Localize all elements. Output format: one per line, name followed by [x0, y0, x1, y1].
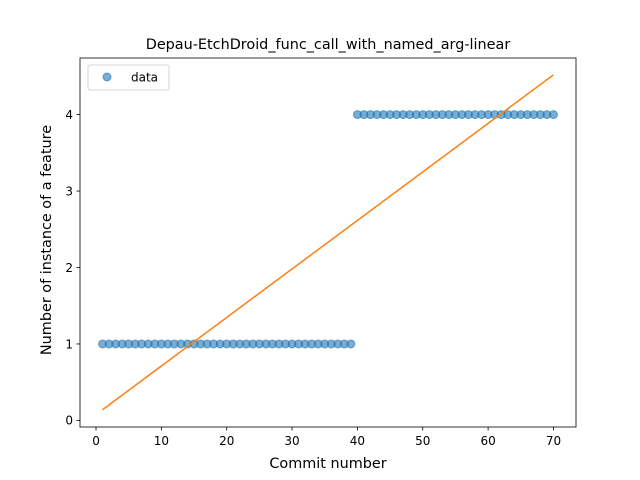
legend: data [87, 64, 170, 91]
data-point [548, 110, 558, 120]
x-tick-label: 40 [350, 434, 365, 448]
y-tick-label: 0 [65, 414, 73, 428]
fit-line [102, 74, 554, 411]
axes: 0 10 20 30 40 50 60 70 0 1 2 3 4 [65, 57, 577, 448]
chart-title: Depau-EtchDroid_func_call_with_named_arg… [146, 37, 511, 53]
x-tick-label: 50 [415, 434, 430, 448]
y-tick-label: 1 [65, 337, 73, 351]
legend-label-data: data [131, 71, 158, 85]
y-axis-label: Number of instance of a feature [39, 125, 55, 355]
y-tick-label: 2 [65, 261, 73, 275]
x-tick-label: 70 [546, 434, 561, 448]
legend-box [87, 64, 170, 91]
y-tick-label: 3 [65, 184, 73, 198]
x-tick-label: 60 [480, 434, 495, 448]
x-tick-label: 0 [92, 434, 100, 448]
x-axis-label: Commit number [269, 456, 386, 472]
y-tick-label: 4 [65, 108, 73, 122]
x-tick-label: 30 [284, 434, 299, 448]
legend-marker-data [102, 72, 112, 82]
axes-frame [79, 57, 577, 428]
plot-area [98, 74, 558, 411]
x-tick-label: 20 [219, 434, 234, 448]
data-point [346, 339, 356, 349]
x-tick-label: 10 [154, 434, 169, 448]
